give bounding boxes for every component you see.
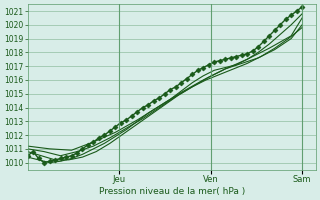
X-axis label: Pression niveau de la mer( hPa ): Pression niveau de la mer( hPa ): [99, 187, 245, 196]
